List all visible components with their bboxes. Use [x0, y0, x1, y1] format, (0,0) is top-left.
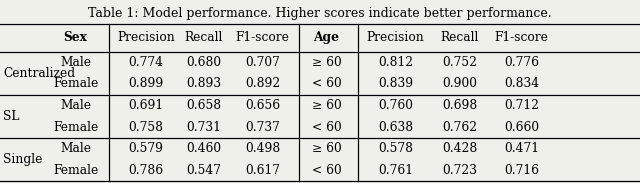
- Text: < 60: < 60: [312, 77, 341, 91]
- Text: 0.899: 0.899: [128, 77, 164, 91]
- Text: 0.578: 0.578: [378, 142, 413, 155]
- Text: Recall: Recall: [184, 31, 223, 44]
- Text: Male: Male: [60, 142, 91, 155]
- Text: 0.691: 0.691: [129, 99, 163, 112]
- Text: 0.638: 0.638: [378, 121, 413, 134]
- Text: F1-score: F1-score: [495, 31, 548, 44]
- Text: 0.776: 0.776: [504, 56, 539, 69]
- Text: Precision: Precision: [367, 31, 424, 44]
- Text: Female: Female: [53, 164, 98, 177]
- Text: 0.723: 0.723: [442, 164, 477, 177]
- Text: Age: Age: [314, 31, 339, 44]
- Text: SL: SL: [3, 110, 20, 123]
- Text: ≥ 60: ≥ 60: [312, 142, 341, 155]
- Text: 0.758: 0.758: [129, 121, 163, 134]
- Text: 0.547: 0.547: [186, 164, 221, 177]
- Text: 0.716: 0.716: [504, 164, 539, 177]
- Text: 0.656: 0.656: [245, 99, 280, 112]
- Text: 0.834: 0.834: [504, 77, 539, 91]
- Text: ≥ 60: ≥ 60: [312, 56, 341, 69]
- Text: 0.760: 0.760: [378, 99, 413, 112]
- Text: Table 1: Model performance. Higher scores indicate better performance.: Table 1: Model performance. Higher score…: [88, 7, 552, 20]
- Text: 0.428: 0.428: [442, 142, 477, 155]
- Text: Female: Female: [53, 121, 98, 134]
- Text: 0.737: 0.737: [245, 121, 280, 134]
- Text: Centralized: Centralized: [3, 67, 76, 80]
- Text: 0.658: 0.658: [186, 99, 221, 112]
- Text: 0.579: 0.579: [129, 142, 163, 155]
- Text: 0.707: 0.707: [245, 56, 280, 69]
- Text: 0.893: 0.893: [186, 77, 221, 91]
- Text: 0.900: 0.900: [442, 77, 477, 91]
- Text: 0.786: 0.786: [129, 164, 163, 177]
- Text: Female: Female: [53, 77, 98, 91]
- Text: 0.762: 0.762: [442, 121, 477, 134]
- Text: Precision: Precision: [117, 31, 175, 44]
- Text: 0.892: 0.892: [244, 77, 280, 91]
- Text: 0.471: 0.471: [504, 142, 539, 155]
- Text: 0.660: 0.660: [504, 121, 539, 134]
- Text: 0.712: 0.712: [504, 99, 539, 112]
- Text: 0.617: 0.617: [245, 164, 280, 177]
- Text: 0.698: 0.698: [442, 99, 477, 112]
- Text: 0.460: 0.460: [186, 142, 221, 155]
- Text: Single: Single: [3, 153, 43, 166]
- Text: 0.680: 0.680: [186, 56, 221, 69]
- Text: 0.752: 0.752: [442, 56, 477, 69]
- Text: 0.812: 0.812: [378, 56, 413, 69]
- Text: 0.498: 0.498: [244, 142, 280, 155]
- Text: < 60: < 60: [312, 121, 341, 134]
- Text: 0.839: 0.839: [378, 77, 413, 91]
- Text: 0.774: 0.774: [129, 56, 163, 69]
- Text: Male: Male: [60, 56, 91, 69]
- Text: 0.731: 0.731: [186, 121, 221, 134]
- Text: Recall: Recall: [440, 31, 479, 44]
- Text: 0.761: 0.761: [378, 164, 413, 177]
- Text: F1-score: F1-score: [236, 31, 289, 44]
- Text: ≥ 60: ≥ 60: [312, 99, 341, 112]
- Text: Sex: Sex: [63, 31, 88, 44]
- Text: Male: Male: [60, 99, 91, 112]
- Text: < 60: < 60: [312, 164, 341, 177]
